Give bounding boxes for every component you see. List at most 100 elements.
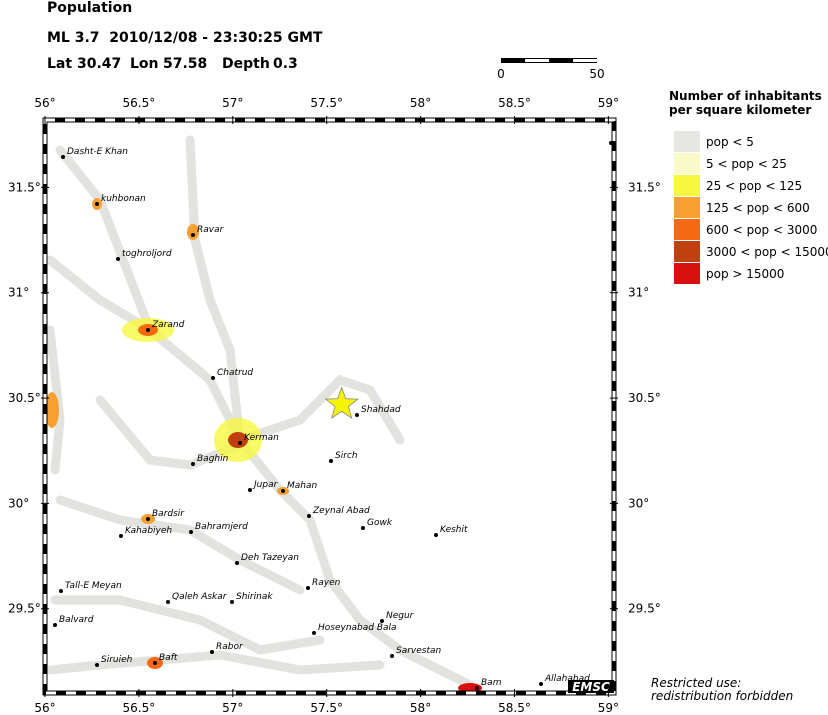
city-marker <box>61 155 65 159</box>
legend-label: 5 < pop < 25 <box>706 157 787 171</box>
sparse-band <box>45 650 385 675</box>
lat-tick-label: 30.5° <box>628 391 661 405</box>
lon-value: 57.58 <box>163 56 207 72</box>
city-label: Siruieh <box>101 655 133 665</box>
scale-label: 50 <box>589 67 604 81</box>
lat-tick-label: 31° <box>8 286 29 300</box>
lat-tick-label: 31° <box>628 286 649 300</box>
city-marker <box>210 650 214 654</box>
city-label: Bahramjerd <box>195 522 248 532</box>
city-marker <box>191 462 195 466</box>
lat-tick-label: 31.5° <box>8 180 41 194</box>
brand: EMSC <box>572 680 610 694</box>
legend-title: per square kilometer <box>669 103 811 117</box>
legend: Number of inhabitants per square kilomet… <box>669 89 828 284</box>
lon-tick-label: 58° <box>410 701 431 715</box>
brand-box <box>568 680 614 693</box>
city-marker <box>235 561 239 565</box>
city-marker <box>166 600 170 604</box>
lon-tick-label: 58.5° <box>498 96 531 110</box>
sparse-band <box>55 495 305 595</box>
city-label: Rabor <box>216 642 244 652</box>
scale-bar: 0 50 <box>497 58 605 81</box>
lat-tick-label: 31.5° <box>628 180 661 194</box>
city-label: Baft <box>159 653 178 663</box>
pop-area <box>228 432 248 448</box>
city-label: kuhbonan <box>101 194 146 204</box>
legend-label: 125 < pop < 600 <box>706 201 810 215</box>
scale-bar-segment <box>573 59 597 62</box>
city-label: Sarvestan <box>396 646 442 656</box>
pop-area <box>187 224 199 240</box>
city-label: Jupar <box>252 480 279 490</box>
lon-tick-label: 57° <box>222 96 243 110</box>
city-label: Shirinak <box>236 592 273 602</box>
lat-tick-label: 30° <box>628 496 649 510</box>
city-marker <box>355 413 359 417</box>
scale-bar-segment <box>525 59 549 62</box>
notice: redistribution forbidden <box>651 689 793 703</box>
lat-tick-label: 29.5° <box>8 602 41 616</box>
depth-label: Depth <box>222 56 270 72</box>
city-marker <box>306 586 310 590</box>
legend-label: pop < 5 <box>706 135 754 149</box>
lon-tick-label: 57.5° <box>310 701 343 715</box>
event-info: ML 3.7 2010/12/08 - 23:30:25 GMT <box>47 30 323 46</box>
city-marker <box>146 517 150 521</box>
sparse-band <box>235 374 405 445</box>
city-label: Zarand <box>151 320 185 330</box>
scale-label: 0 <box>497 67 505 81</box>
legend-swatch <box>674 153 700 174</box>
city-marker <box>53 623 57 627</box>
city-marker <box>390 654 394 658</box>
city-label: Mahan <box>287 481 317 491</box>
legend-label: 600 < pop < 3000 <box>706 223 817 237</box>
city-label: Kerman <box>244 433 279 443</box>
legend-swatch <box>674 197 700 218</box>
city-label: Shahdad <box>361 405 401 415</box>
city-label: Zeynal Abad <box>312 506 370 516</box>
city-label: Deh Tazeyan <box>241 553 299 563</box>
city-marker <box>361 526 365 530</box>
sparse-band <box>185 135 245 445</box>
city-label: Tall-E Meyan <box>65 581 122 591</box>
notice: Restricted use: <box>651 676 741 690</box>
lat-tick-label: 30° <box>8 496 29 510</box>
legend-swatch <box>674 241 700 262</box>
city-marker <box>95 202 99 206</box>
city-marker <box>248 488 252 492</box>
city-marker <box>116 257 120 261</box>
epicenter <box>324 386 360 420</box>
lon-label: Lon <box>130 56 159 72</box>
map-background <box>45 120 614 693</box>
city-marker <box>191 233 195 237</box>
city-label: Negur <box>386 611 415 621</box>
lon-tick-label: 58.5° <box>498 701 531 715</box>
city-marker <box>146 328 150 332</box>
legend-label: 25 < pop < 125 <box>706 179 802 193</box>
city-label: Ravar <box>197 225 225 235</box>
legend-swatch <box>674 131 700 152</box>
legend-swatch <box>674 219 700 240</box>
lon-tick-label: 57° <box>222 701 243 715</box>
lat-value: 30.47 <box>77 56 121 72</box>
city-label: Keshit <box>440 525 468 535</box>
city-marker <box>539 682 543 686</box>
city-label: Baghin <box>197 454 229 464</box>
city-marker <box>153 661 157 665</box>
lat-tick-label: 30.5° <box>8 391 41 405</box>
lon-tick-label: 56.5° <box>123 701 156 715</box>
lon-tick-label: 58° <box>410 96 431 110</box>
city-marker <box>238 441 242 445</box>
city-label: Qaleh Askar <box>172 592 228 602</box>
city-label: Rayen <box>312 578 341 588</box>
city-marker <box>475 686 479 690</box>
legend-title: Number of inhabitants <box>669 89 822 103</box>
pop-area <box>45 392 59 428</box>
city-marker <box>59 589 63 593</box>
city-marker <box>189 530 193 534</box>
lon-tick-label: 56° <box>34 96 55 110</box>
city-marker <box>434 533 438 537</box>
city-marker <box>211 376 215 380</box>
